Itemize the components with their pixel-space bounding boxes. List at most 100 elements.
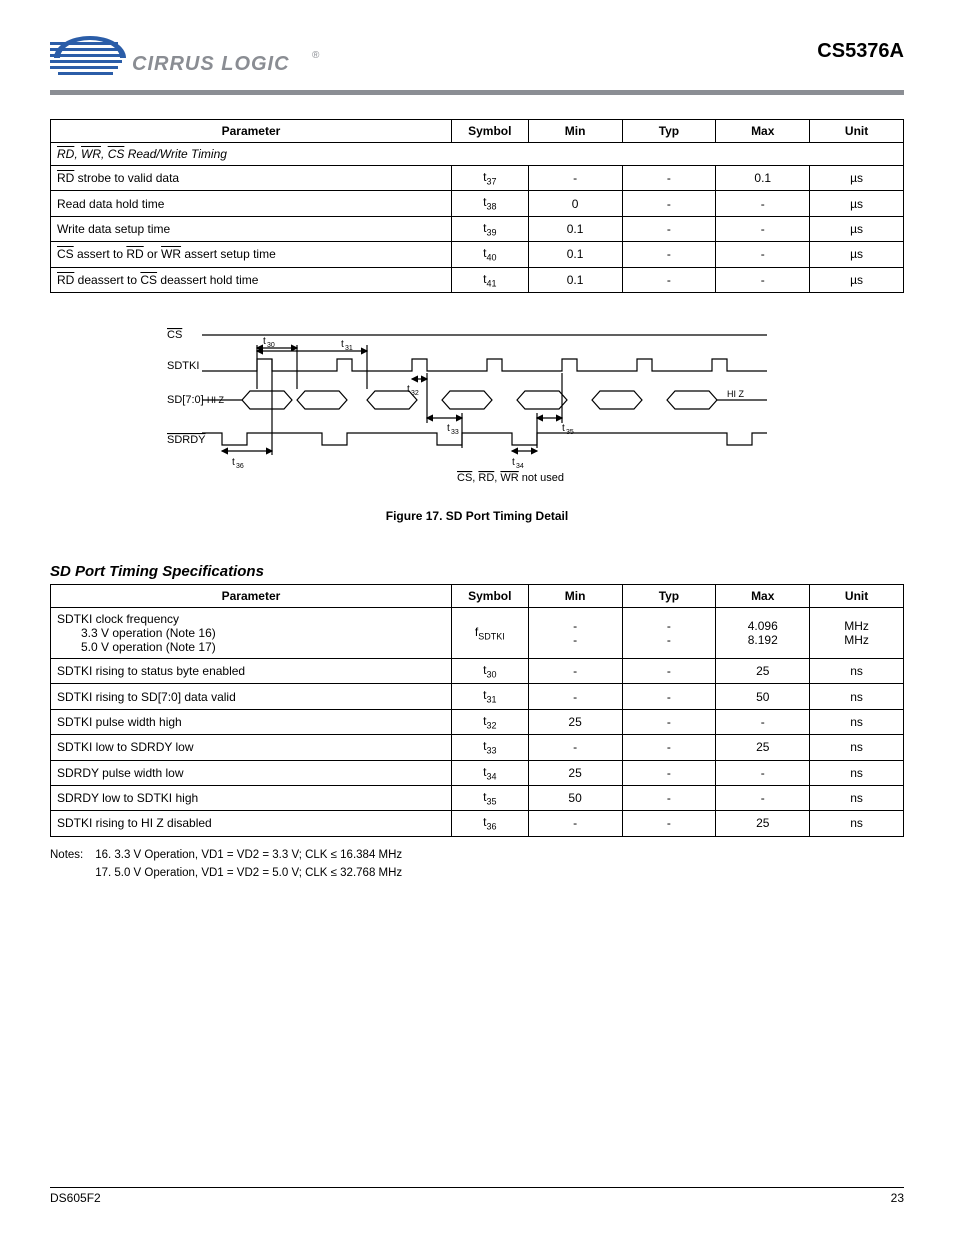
svg-text:SDRDY: SDRDY — [167, 434, 206, 446]
table-section-label: RD, WR, CS Read/Write Timing — [51, 143, 904, 166]
cell-unit: µs — [810, 216, 904, 241]
cell-symbol: t37 — [451, 166, 528, 191]
cell-parameter: Write data setup time — [51, 216, 452, 241]
svg-text:SDTKI: SDTKI — [167, 360, 199, 372]
figure-sd-port-timing: CS SDTKI SD[7:0] HI Z SDRDY t30 t31 t32 — [167, 323, 787, 523]
cell-typ: - — [622, 216, 716, 241]
cell-typ: -- — [622, 607, 716, 658]
table-row: SDTKI pulse width hight3225--ns — [51, 709, 904, 734]
table-row: SDTKI rising to status byte enabledt30--… — [51, 658, 904, 683]
table-row: SDTKI rising to HI Z disabledt36--25ns — [51, 811, 904, 836]
cell-parameter: Read data hold time — [51, 191, 452, 216]
svg-text:t: t — [341, 339, 344, 350]
svg-text:31: 31 — [345, 345, 353, 352]
cell-max: 25 — [716, 735, 810, 760]
svg-text:t: t — [407, 384, 410, 395]
svg-text:®: ® — [312, 50, 320, 61]
th-min: Min — [528, 120, 622, 143]
cell-min: 0.1 — [528, 267, 622, 292]
table-section-row: RD, WR, CS Read/Write Timing — [51, 143, 904, 166]
svg-text:t: t — [447, 423, 450, 434]
cell-max: - — [716, 760, 810, 785]
cell-symbol: t32 — [451, 709, 528, 734]
cell-min: 0.1 — [528, 242, 622, 267]
svg-text:36: 36 — [236, 463, 244, 470]
cell-min: 25 — [528, 709, 622, 734]
footer-left: DS605F2 — [50, 1191, 101, 1205]
table-row: RD strobe to valid datat37--0.1µs — [51, 166, 904, 191]
th-symbol: Symbol — [451, 120, 528, 143]
cell-typ: - — [622, 735, 716, 760]
table-row: Read data hold timet380--µs — [51, 191, 904, 216]
logo-text: CIRRUS LOGIC — [132, 53, 290, 75]
cell-unit: ns — [810, 785, 904, 810]
svg-text:30: 30 — [267, 342, 275, 349]
cell-min: 25 — [528, 760, 622, 785]
cell-symbol: t40 — [451, 242, 528, 267]
cell-typ: - — [622, 191, 716, 216]
cell-typ: - — [622, 760, 716, 785]
cell-min: -- — [528, 607, 622, 658]
cell-min: - — [528, 166, 622, 191]
cell-typ: - — [622, 166, 716, 191]
cell-typ: - — [622, 785, 716, 810]
svg-text:HI Z: HI Z — [207, 395, 225, 405]
cell-symbol: t38 — [451, 191, 528, 216]
th-unit: Unit — [810, 584, 904, 607]
svg-text:CS: CS — [167, 329, 182, 341]
svg-text:34: 34 — [516, 463, 524, 470]
cell-max: - — [716, 709, 810, 734]
cell-unit: ns — [810, 760, 904, 785]
cell-max: 50 — [716, 684, 810, 709]
notes-block: Notes: 16. 3.3 V Operation, VD1 = VD2 = … — [50, 847, 904, 882]
cell-max: 0.1 — [716, 166, 810, 191]
cell-min: 0.1 — [528, 216, 622, 241]
cell-max: 4.0968.192 — [716, 607, 810, 658]
cell-typ: - — [622, 709, 716, 734]
cell-unit: ns — [810, 684, 904, 709]
cell-unit: ns — [810, 735, 904, 760]
cell-typ: - — [622, 658, 716, 683]
timing-table-sd-port: Parameter Symbol Min Typ Max Unit SDTKI … — [50, 584, 904, 837]
cell-symbol: t33 — [451, 735, 528, 760]
svg-text:SD[7:0]: SD[7:0] — [167, 394, 204, 406]
table-row: SDTKI low to SDRDY lowt33--25ns — [51, 735, 904, 760]
page-header: CIRRUS LOGIC ® CS5376A — [50, 30, 904, 86]
cell-parameter: CS assert to RD or WR assert setup time — [51, 242, 452, 267]
table-row: Write data setup timet390.1--µs — [51, 216, 904, 241]
cell-typ: - — [622, 684, 716, 709]
cell-min: 0 — [528, 191, 622, 216]
th-parameter: Parameter — [51, 584, 452, 607]
header-divider — [50, 90, 904, 95]
table-row: SDRDY pulse width lowt3425--ns — [51, 760, 904, 785]
table-row: SDRDY low to SDTKI hight3550--ns — [51, 785, 904, 810]
cell-typ: - — [622, 267, 716, 292]
cell-parameter: SDTKI rising to status byte enabled — [51, 658, 452, 683]
th-typ: Typ — [622, 584, 716, 607]
cell-min: - — [528, 811, 622, 836]
note-line: Notes: 16. 3.3 V Operation, VD1 = VD2 = … — [50, 847, 904, 864]
cell-symbol: t30 — [451, 658, 528, 683]
cell-max: - — [716, 216, 810, 241]
svg-text:t: t — [562, 423, 565, 434]
cell-min: 50 — [528, 785, 622, 810]
cell-max: - — [716, 242, 810, 267]
cell-min: - — [528, 658, 622, 683]
cell-max: - — [716, 191, 810, 216]
cell-parameter: RD strobe to valid data — [51, 166, 452, 191]
cell-max: - — [716, 785, 810, 810]
cell-symbol: fSDTKI — [451, 607, 528, 658]
timing-table-rdwrcs: Parameter Symbol Min Typ Max Unit RD, WR… — [50, 119, 904, 293]
th-min: Min — [528, 584, 622, 607]
cell-unit: ns — [810, 658, 904, 683]
th-max: Max — [716, 120, 810, 143]
cell-symbol: t31 — [451, 684, 528, 709]
cell-unit: µs — [810, 191, 904, 216]
table-row: SDTKI clock frequency3.3 V operation (No… — [51, 607, 904, 658]
cell-parameter: SDTKI rising to HI Z disabled — [51, 811, 452, 836]
section-heading-sd-port: SD Port Timing Specifications — [50, 563, 904, 580]
cell-parameter: SDTKI clock frequency3.3 V operation (No… — [51, 607, 452, 658]
timing-diagram: CS SDTKI SD[7:0] HI Z SDRDY t30 t31 t32 — [167, 323, 787, 498]
cell-symbol: t34 — [451, 760, 528, 785]
svg-text:HI Z: HI Z — [727, 389, 745, 399]
